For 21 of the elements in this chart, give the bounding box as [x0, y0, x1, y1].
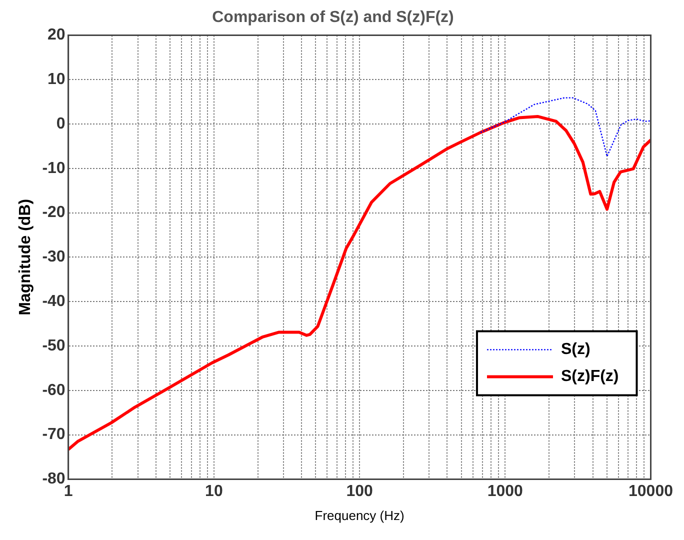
- x-axis-title: Frequency (Hz): [314, 508, 404, 523]
- y-tick-label: -70: [42, 426, 66, 444]
- y-tick-label: -30: [42, 248, 66, 266]
- y-tick-label: -40: [42, 293, 66, 310]
- chart-title: Comparison of S(z) and S(z)F(z): [212, 9, 454, 26]
- y-tick-label: 10: [48, 71, 66, 88]
- y-tick-label: -20: [42, 204, 66, 222]
- x-tick-label: 10000: [628, 483, 674, 500]
- legend-label: S(z)F(z): [560, 368, 619, 386]
- y-tick-label: -60: [42, 382, 66, 399]
- y-axis-title: Magnitude (dB): [17, 198, 34, 316]
- x-tick-label: 1000: [487, 483, 524, 500]
- y-tick-label: -10: [42, 160, 66, 177]
- legend-label: S(z): [560, 341, 590, 358]
- y-tick-label: -50: [42, 337, 66, 354]
- y-tick-label: -80: [42, 470, 66, 488]
- x-tick-label: 10: [205, 483, 223, 500]
- x-tick-label: 100: [346, 483, 373, 500]
- x-tick-label: 1: [64, 483, 73, 500]
- y-tick-label: 20: [48, 26, 66, 44]
- y-tick-label: 0: [56, 115, 66, 132]
